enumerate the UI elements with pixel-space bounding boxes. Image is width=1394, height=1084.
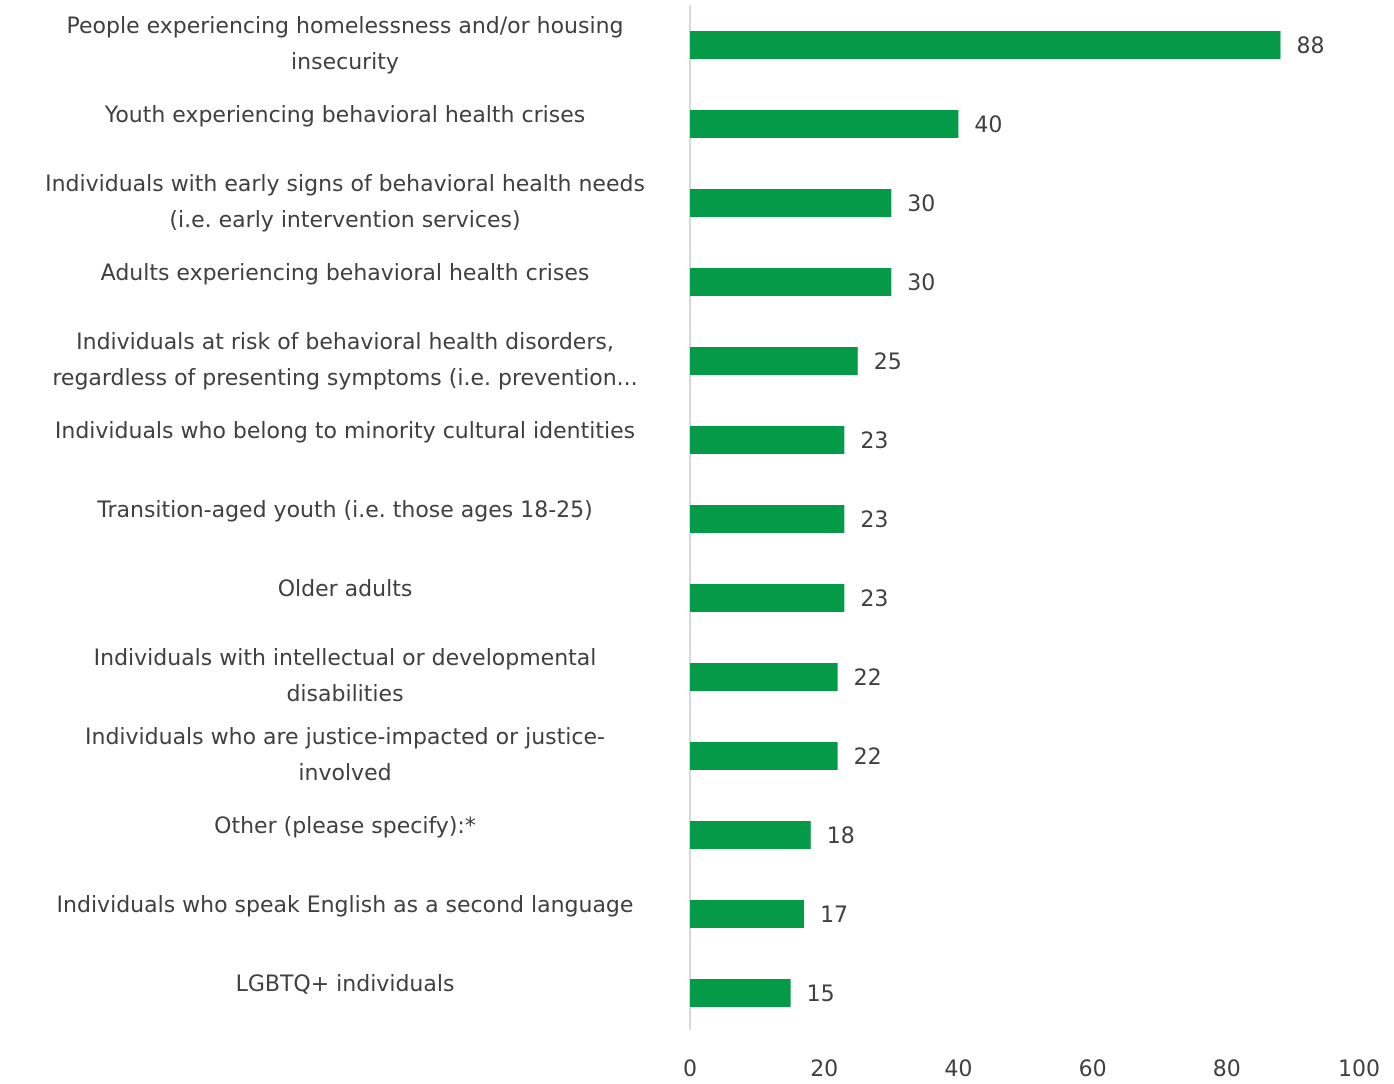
data-label: 18	[827, 824, 855, 849]
category-label: Individuals with intellectual or develop…	[0, 641, 690, 713]
category-label: Individuals at risk of behavioral health…	[0, 325, 690, 397]
category-label-line: disabilities	[286, 682, 404, 707]
data-label: 40	[974, 113, 1002, 138]
bar	[690, 110, 959, 138]
category-label: Other (please specify):*	[0, 809, 690, 845]
category-label: People experiencing homelessness and/or …	[0, 9, 690, 81]
category-label-line: Youth experiencing behavioral health cri…	[104, 103, 586, 128]
category-label: Individuals who speak English as a secon…	[0, 888, 690, 924]
category-label-line: regardless of presenting symptoms (i.e. …	[52, 366, 638, 391]
bar	[690, 426, 845, 454]
data-label: 22	[854, 666, 882, 691]
category-label: Individuals who are justice-impacted or …	[0, 720, 690, 792]
data-label: 25	[874, 350, 902, 375]
data-label: 15	[807, 982, 835, 1007]
x-tick-label: 80	[1213, 1057, 1241, 1082]
bar	[690, 347, 858, 375]
category-label-line: Individuals with early signs of behavior…	[45, 172, 645, 197]
category-label: Older adults	[0, 572, 690, 608]
category-label-line: Individuals with intellectual or develop…	[93, 646, 597, 671]
category-label-line: Individuals who speak English as a secon…	[56, 893, 634, 918]
x-tick-label: 0	[683, 1057, 697, 1082]
category-label: Individuals with early signs of behavior…	[0, 167, 690, 239]
category-label: Transition-aged youth (i.e. those ages 1…	[0, 493, 690, 529]
category-label-line: Older adults	[277, 577, 413, 602]
bar	[690, 268, 892, 296]
category-label: Adults experiencing behavioral health cr…	[0, 256, 690, 292]
data-label: 30	[907, 271, 935, 296]
data-label: 23	[860, 508, 888, 533]
bar	[690, 663, 838, 691]
x-tick-label: 40	[944, 1057, 972, 1082]
bar	[690, 584, 845, 612]
category-label-line: insecurity	[291, 50, 399, 75]
data-label: 22	[854, 745, 882, 770]
data-label: 88	[1296, 34, 1324, 59]
category-label-line: Transition-aged youth (i.e. those ages 1…	[97, 498, 593, 523]
category-label-line: involved	[298, 761, 392, 786]
bar	[690, 189, 892, 217]
bar	[690, 505, 845, 533]
data-label: 23	[860, 429, 888, 454]
category-label-line: Individuals at risk of behavioral health…	[76, 330, 614, 355]
x-tick-label: 20	[810, 1057, 838, 1082]
category-label: Individuals who belong to minority cultu…	[0, 414, 690, 450]
data-label: 30	[907, 192, 935, 217]
category-label: Youth experiencing behavioral health cri…	[0, 98, 690, 134]
category-label-line: LGBTQ+ individuals	[235, 972, 455, 997]
bar	[690, 742, 838, 770]
data-label: 23	[860, 587, 888, 612]
bar	[690, 900, 805, 928]
category-label-line: Individuals who are justice-impacted or …	[85, 725, 605, 750]
bar	[690, 821, 811, 849]
x-tick-label: 100	[1338, 1057, 1380, 1082]
bar	[690, 31, 1281, 59]
category-label-line: People experiencing homelessness and/or …	[66, 14, 624, 39]
x-tick-label: 60	[1079, 1057, 1107, 1082]
category-label-line: (i.e. early intervention services)	[169, 208, 521, 233]
category-label-line: Other (please specify):*	[214, 814, 476, 839]
category-label-line: Adults experiencing behavioral health cr…	[100, 261, 590, 286]
bar	[690, 979, 791, 1007]
category-label-line: Individuals who belong to minority cultu…	[54, 419, 636, 444]
data-label: 17	[820, 903, 848, 928]
category-label: LGBTQ+ individuals	[0, 967, 690, 1003]
